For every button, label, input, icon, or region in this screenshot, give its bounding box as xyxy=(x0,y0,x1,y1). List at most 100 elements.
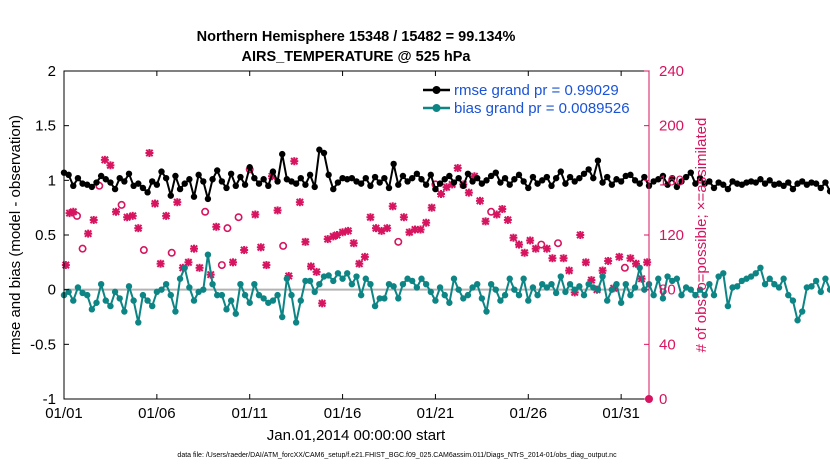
bias-point xyxy=(125,283,133,290)
obs-assimilated-marker xyxy=(526,236,535,245)
legend-bias-label: bias grand pr = 0.0089526 xyxy=(454,100,630,117)
rmse-point xyxy=(111,185,119,193)
bias-point xyxy=(395,295,402,302)
rmse-point xyxy=(655,176,662,183)
rmse-point xyxy=(135,180,142,187)
rmse-point xyxy=(669,174,676,182)
obs-assimilated-marker xyxy=(453,164,462,173)
rmse-point xyxy=(474,174,481,182)
bias-point xyxy=(436,284,444,291)
bias-point xyxy=(585,281,592,288)
bias-point xyxy=(339,275,346,282)
bias-point xyxy=(525,297,532,304)
bias-point xyxy=(362,275,369,282)
rmse-point xyxy=(404,178,411,185)
rmse-point xyxy=(673,183,681,191)
bias-point xyxy=(74,284,82,291)
obs-assimilated-marker xyxy=(156,259,165,268)
bias-point xyxy=(413,284,421,291)
obs-possible-marker xyxy=(234,213,243,222)
bias-point xyxy=(497,297,504,304)
obs-possible-marker xyxy=(279,241,288,250)
chart-title-line2: AIRS_TEMPERATURE @ 525 hPa xyxy=(241,49,471,65)
bias-point xyxy=(766,275,773,282)
bias-point xyxy=(330,277,337,285)
bias-point xyxy=(353,273,360,280)
rmse-point xyxy=(125,170,133,177)
rmse-point xyxy=(826,188,830,195)
rmse-point xyxy=(441,176,448,183)
right-axis-zero-marker xyxy=(645,395,653,403)
obs-assimilated-marker xyxy=(559,254,568,263)
rmse-point xyxy=(506,181,513,188)
rmse-point xyxy=(362,174,369,182)
rmse-point xyxy=(167,192,174,199)
rmse-point xyxy=(93,179,100,186)
bias-point xyxy=(348,281,356,288)
bias-point xyxy=(706,281,713,288)
rmse-point xyxy=(515,171,523,179)
bias-point xyxy=(483,308,490,315)
rmse-point xyxy=(446,172,453,180)
bias-point xyxy=(552,289,560,297)
obs-assimilated-marker xyxy=(604,256,613,265)
series-layer xyxy=(60,146,830,326)
y-right-tick-label: 200 xyxy=(659,118,684,135)
bias-point xyxy=(775,284,783,291)
rmse-point xyxy=(181,180,188,187)
rmse-point xyxy=(706,178,713,185)
bias-point xyxy=(246,299,253,306)
rmse-point xyxy=(757,176,764,183)
rmse-point xyxy=(460,182,467,189)
rmse-point xyxy=(107,179,114,186)
rmse-point xyxy=(88,183,96,191)
rmse-point xyxy=(357,180,365,187)
bias-point xyxy=(357,291,365,299)
obs-assimilated-marker xyxy=(481,217,490,226)
bias-point xyxy=(376,295,383,302)
bias-point xyxy=(478,295,486,302)
legend: rmse grand pr = 0.99029 bias grand pr = … xyxy=(420,78,645,120)
obs-possible-marker xyxy=(223,224,232,233)
bias-point xyxy=(789,297,797,304)
rmse-point xyxy=(617,178,625,185)
x-tick-label: 01/01 xyxy=(45,405,83,422)
rmse-point xyxy=(311,183,318,191)
rmse-point xyxy=(172,172,179,180)
obs-assimilated-marker xyxy=(151,199,159,208)
bias-point xyxy=(659,295,667,302)
obs-assimilated-marker xyxy=(355,259,364,268)
x-tick-label: 01/16 xyxy=(324,405,362,422)
obs-assimilated-marker xyxy=(576,231,585,239)
rmse-point xyxy=(102,176,109,183)
bias-point xyxy=(381,295,388,302)
bias-point xyxy=(107,302,114,310)
bias-point xyxy=(580,291,588,299)
rmse-point xyxy=(799,178,806,185)
rmse-point xyxy=(292,180,300,187)
bias-point xyxy=(608,286,616,293)
obs-assimilated-marker xyxy=(290,157,299,166)
rmse-point xyxy=(116,174,123,182)
obs-assimilated-marker xyxy=(184,258,193,267)
bias-point xyxy=(441,291,448,299)
bias-point xyxy=(604,297,611,304)
rmse-point xyxy=(269,168,277,175)
bias-point xyxy=(139,291,147,299)
bias-point xyxy=(812,277,820,285)
rmse-point xyxy=(274,178,281,185)
rmse-point xyxy=(604,173,611,181)
bias-point xyxy=(710,291,718,299)
bias-point xyxy=(511,286,518,293)
obs-assimilated-marker xyxy=(112,207,120,216)
rmse-point xyxy=(158,168,165,175)
rmse-point xyxy=(246,164,253,171)
rmse-point xyxy=(149,178,156,185)
rmse-point xyxy=(659,172,667,180)
bias-point xyxy=(167,291,174,299)
obs-assimilated-marker xyxy=(405,228,414,237)
rmse-point xyxy=(529,173,537,181)
rmse-point xyxy=(227,170,235,177)
rmse-point xyxy=(511,176,518,183)
rmse-point xyxy=(390,160,397,168)
